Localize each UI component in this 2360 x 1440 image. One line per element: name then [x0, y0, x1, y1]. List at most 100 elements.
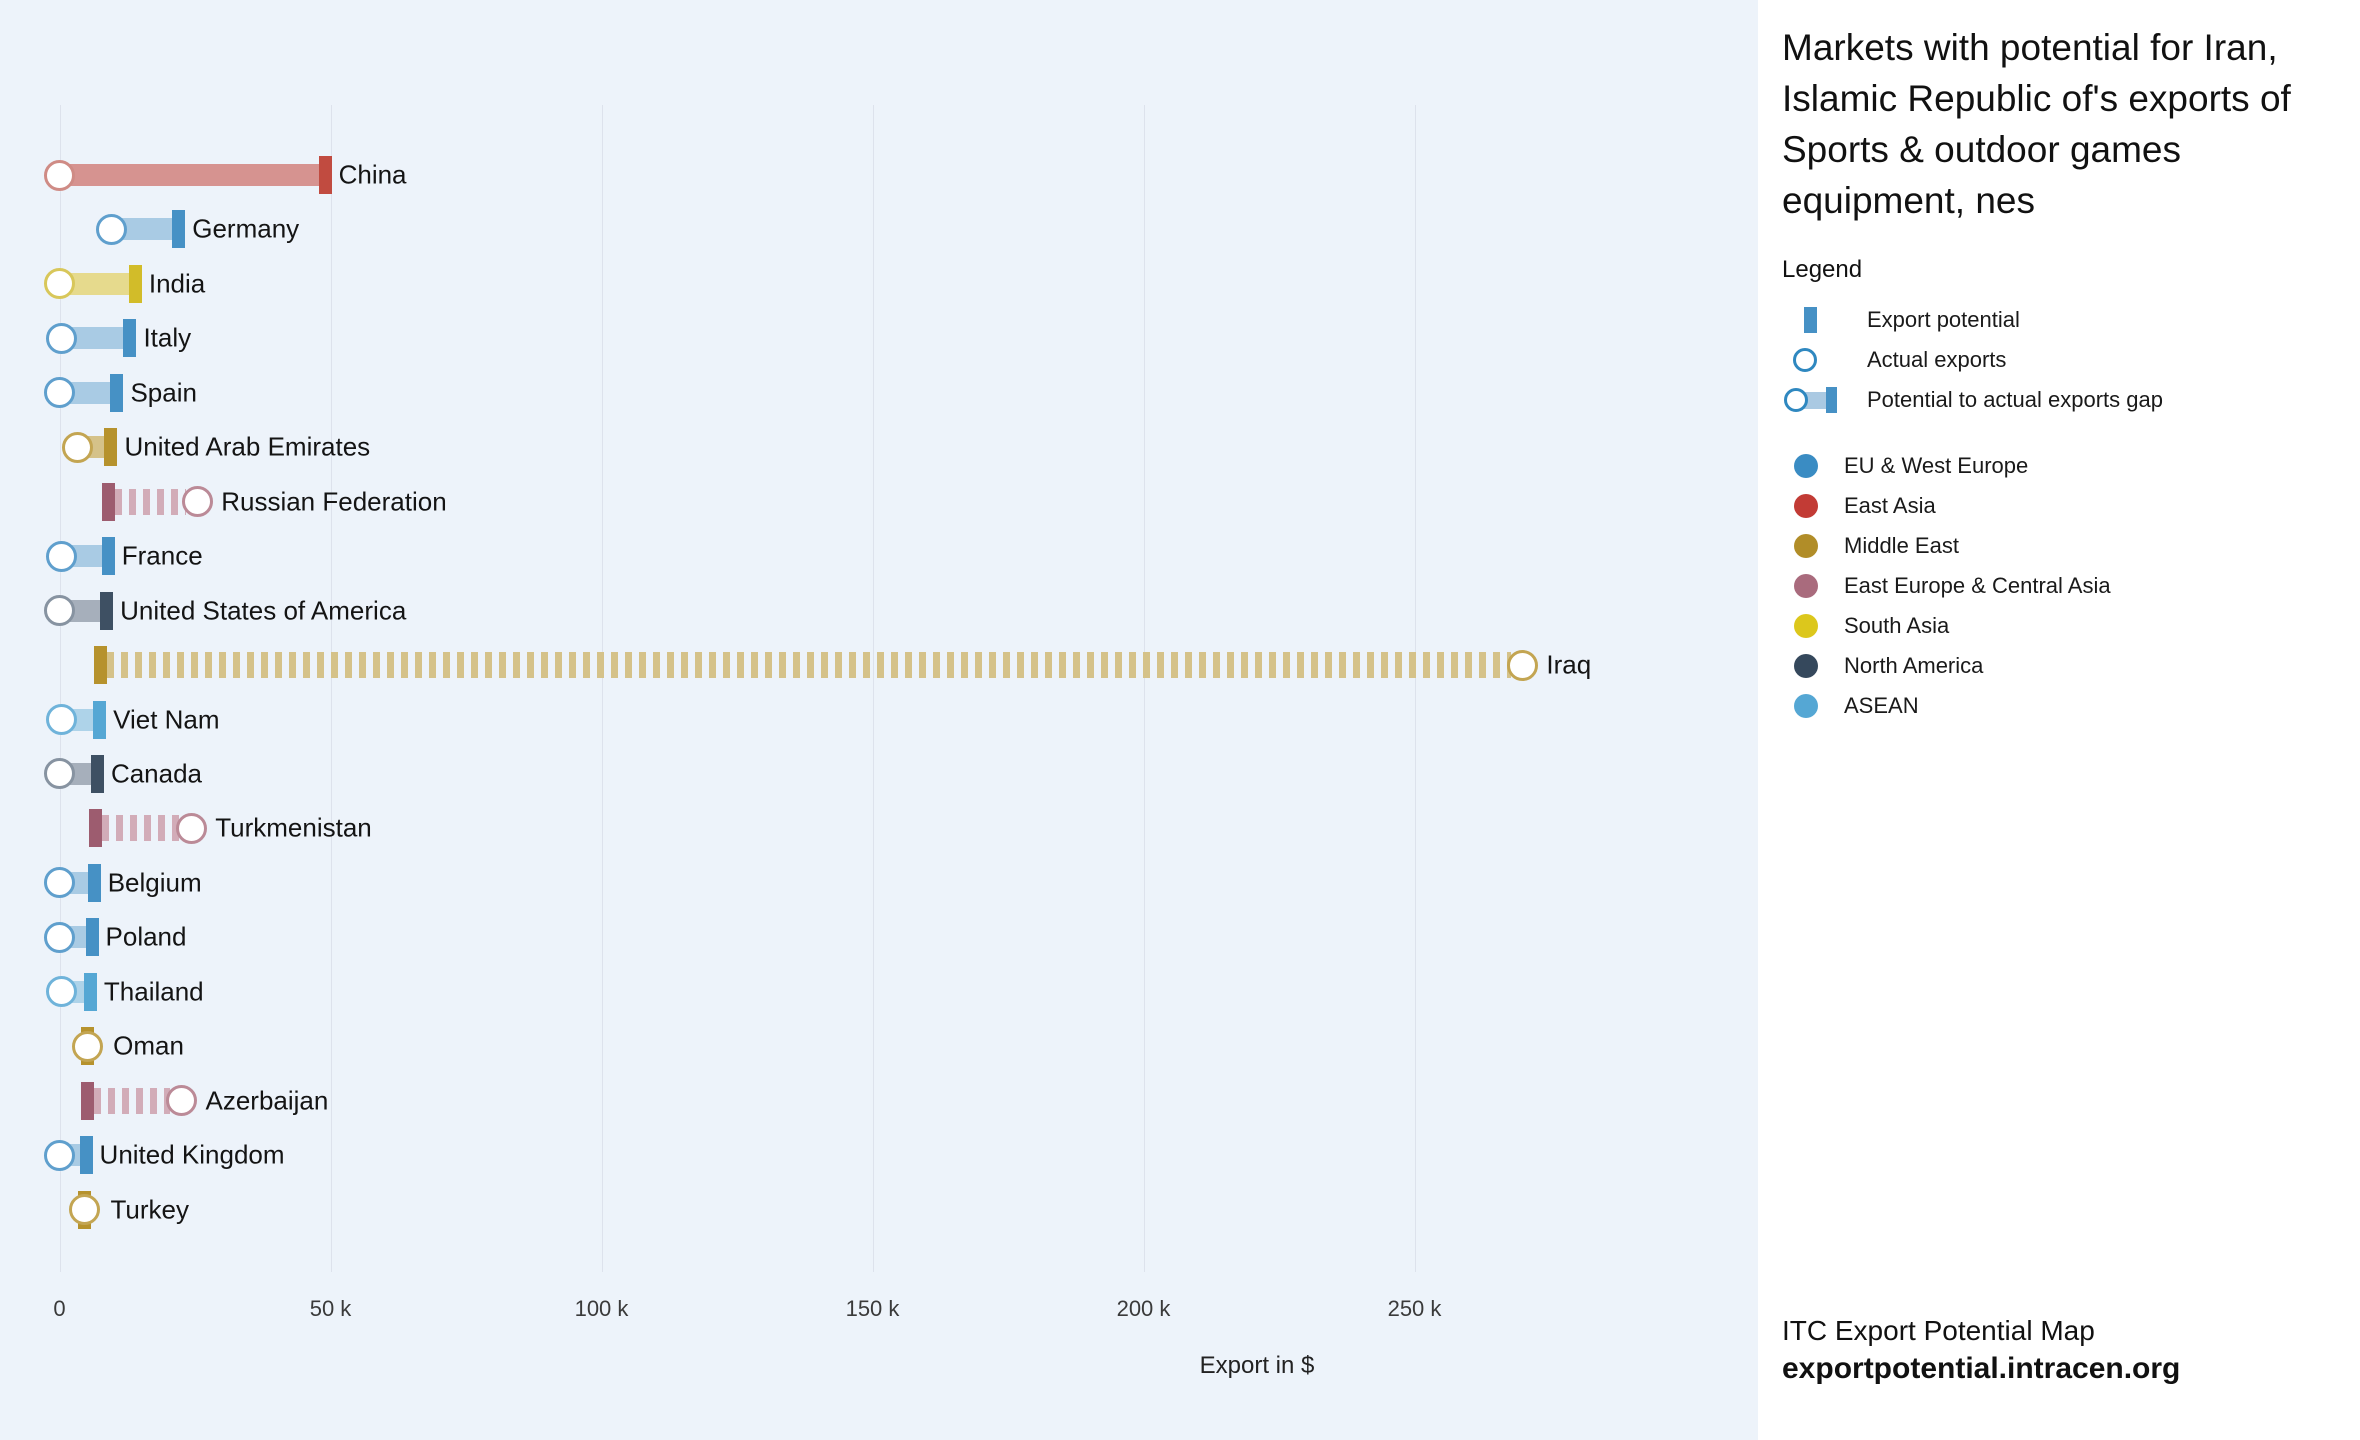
region-color-dot — [1794, 614, 1818, 638]
region-legend-item: East Asia — [1782, 486, 2336, 526]
export-potential-marker[interactable] — [79, 1136, 93, 1175]
legend-item-actual-exports: Actual exports — [1782, 340, 2336, 380]
region-legend-label: North America — [1844, 653, 1984, 678]
actual-exceeds-potential-bar[interactable] — [94, 1087, 170, 1114]
actual-exports-circle[interactable] — [46, 976, 78, 1008]
export-potential-marker[interactable] — [172, 210, 186, 249]
actual-exports-circle[interactable] — [69, 1194, 101, 1226]
x-tick-label: 250 k — [1387, 1296, 1442, 1321]
export-potential-marker[interactable] — [90, 754, 104, 793]
actual-exports-circle[interactable] — [182, 486, 214, 518]
footer-url[interactable]: exportpotential.intracen.org — [1782, 1352, 2181, 1385]
legend-item-label: Potential to actual exports gap — [1867, 387, 2163, 412]
export-potential-marker[interactable] — [128, 264, 142, 303]
actual-exports-circle[interactable] — [1507, 649, 1539, 681]
country-label: Italy — [143, 322, 192, 353]
country-label: Azerbaijan — [205, 1085, 329, 1116]
export-potential-marker[interactable] — [93, 646, 107, 685]
country-label: Spain — [130, 377, 197, 408]
region-legend-label: East Asia — [1844, 493, 1936, 518]
x-tick-label: 50 k — [309, 1296, 352, 1321]
x-axis-title: Export in $ — [1199, 1352, 1315, 1379]
legend-item-label: Export potential — [1867, 307, 2020, 332]
x-tick-label: 150 k — [845, 1296, 900, 1321]
side-panel: Markets with potential for Iran, Islamic… — [1758, 0, 2360, 1440]
export-potential-marker[interactable] — [81, 1081, 95, 1120]
actual-exports-circle[interactable] — [44, 921, 75, 953]
actual-exports-icon — [1782, 348, 1867, 372]
actual-exports-circle[interactable] — [44, 268, 75, 300]
actual-exports-circle[interactable] — [46, 704, 78, 735]
actual-exports-circle[interactable] — [61, 431, 93, 463]
actual-exports-circle[interactable] — [44, 758, 75, 790]
region-color-dot — [1794, 654, 1818, 678]
region-legend-item: East Europe & Central Asia — [1782, 566, 2336, 606]
export-potential-marker[interactable] — [101, 537, 115, 576]
country-label: Germany — [192, 213, 300, 244]
region-legend-label: South Asia — [1844, 613, 1950, 638]
legend-heading: Legend — [1782, 256, 1863, 283]
region-legend-item: North America — [1782, 646, 2336, 686]
export-potential-marker[interactable] — [85, 918, 99, 957]
gridline — [601, 105, 603, 1272]
actual-exports-circle[interactable] — [44, 159, 75, 191]
region-legend-label: East Europe & Central Asia — [1844, 573, 2111, 598]
potential-gap-bar[interactable] — [61, 327, 130, 350]
actual-exceeds-potential-bar[interactable] — [101, 815, 180, 842]
actual-exceeds-potential-bar[interactable] — [106, 652, 1511, 679]
actual-exports-circle[interactable] — [96, 213, 128, 245]
export-potential-marker[interactable] — [110, 373, 124, 412]
export-potential-marker[interactable] — [104, 428, 118, 467]
country-label: India — [148, 268, 206, 299]
country-label: Oman — [113, 1030, 184, 1061]
country-label: Canada — [110, 758, 203, 789]
region-legend-item: Middle East — [1782, 526, 2336, 566]
actual-exports-circle[interactable] — [44, 595, 75, 627]
region-color-dot — [1794, 574, 1818, 598]
country-label: Viet Nam — [113, 704, 220, 734]
symbol-legend: Export potential Actual exports Potentia… — [1782, 300, 2336, 420]
gridline — [1143, 105, 1145, 1272]
region-legend-item: ASEAN — [1782, 686, 2336, 726]
export-potential-marker[interactable] — [83, 972, 97, 1011]
country-label: United Kingdom — [99, 1139, 285, 1170]
export-potential-marker[interactable] — [93, 700, 107, 739]
country-label: Thailand — [103, 976, 204, 1007]
gridline — [1414, 105, 1416, 1272]
export-potential-chart: Export in $ 0 50 k 100 k 150 k 200 k 250 k Chi… — [44, 105, 1592, 1379]
country-label: Russian Federation — [221, 486, 447, 517]
export-potential-marker[interactable] — [100, 591, 114, 630]
export-potential-marker[interactable] — [88, 809, 102, 848]
export-potential-marker[interactable] — [87, 863, 101, 902]
region-legend-item: South Asia — [1782, 606, 2336, 646]
actual-exports-circle[interactable] — [44, 1139, 75, 1171]
gridline — [330, 105, 332, 1272]
region-legend-label: Middle East — [1844, 533, 1959, 558]
potential-gap-bar[interactable] — [59, 272, 136, 295]
actual-exports-circle[interactable] — [176, 812, 208, 844]
country-label: France — [121, 540, 203, 571]
export-potential-marker[interactable] — [318, 156, 332, 194]
export-potential-marker[interactable] — [101, 482, 115, 521]
actual-exports-circle[interactable] — [44, 377, 75, 409]
region-legend-label: EU & West Europe — [1844, 453, 2029, 478]
x-tick-label: 100 k — [574, 1296, 629, 1321]
potential-gap-bar[interactable] — [59, 164, 326, 186]
legend-item-label: Actual exports — [1867, 347, 2007, 372]
country-label: Iraq — [1546, 649, 1592, 680]
actual-exports-circle[interactable] — [166, 1085, 198, 1117]
actual-exports-circle[interactable] — [72, 1030, 104, 1062]
footer-app-name: ITC Export Potential Map — [1782, 1315, 2095, 1346]
potential-gap-bar[interactable] — [111, 218, 179, 241]
legend-item-gap: Potential to actual exports gap — [1782, 380, 2336, 420]
actual-exports-circle[interactable] — [46, 540, 78, 572]
actual-exports-circle[interactable] — [44, 867, 75, 899]
x-tick-label: 200 k — [1116, 1296, 1171, 1321]
export-potential-marker[interactable] — [123, 319, 137, 358]
actual-exceeds-potential-bar[interactable] — [114, 488, 186, 515]
gridline — [59, 105, 61, 1272]
actual-exports-circle[interactable] — [46, 322, 78, 354]
region-color-dot — [1794, 534, 1818, 558]
country-label: China — [338, 159, 407, 190]
export-potential-icon — [1782, 307, 1867, 333]
